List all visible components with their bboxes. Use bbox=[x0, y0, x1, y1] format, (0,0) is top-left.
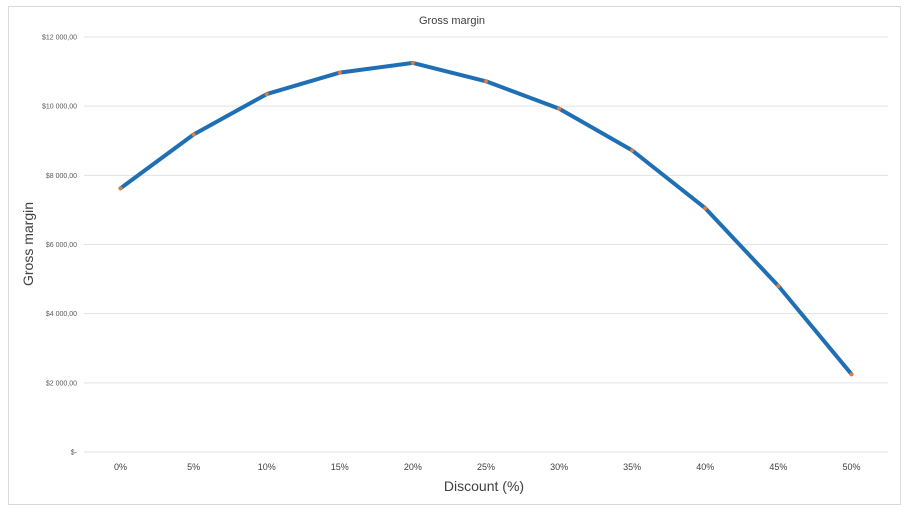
data-point bbox=[484, 79, 488, 84]
x-tick-label: 50% bbox=[842, 462, 860, 472]
y-axis-ticks: $- $2 000,00 $4 000,00 $6 000,00 $8 000,00 $1… bbox=[42, 35, 78, 457]
data-point bbox=[410, 60, 415, 65]
gridlines bbox=[84, 36, 888, 453]
y-tick-label: $10 000,00 bbox=[42, 104, 77, 111]
data-point bbox=[557, 106, 562, 111]
data-point bbox=[849, 372, 854, 377]
y-tick-label: $6 000,00 bbox=[46, 242, 77, 249]
x-tick-label: 30% bbox=[550, 462, 568, 472]
y-axis-label: Gross margin bbox=[20, 202, 36, 286]
data-point bbox=[703, 206, 708, 211]
chart-title: Gross margin bbox=[419, 15, 485, 27]
y-tick-label: $- bbox=[71, 450, 78, 457]
x-tick-label: 0% bbox=[114, 462, 127, 472]
data-point bbox=[118, 186, 123, 191]
x-axis-ticks: 0% 5% 10% 15% 20% 25% 30% 35% 40% 45% 50% bbox=[114, 462, 860, 472]
y-tick-label: $12 000,00 bbox=[42, 35, 77, 42]
y-tick-label: $8 000,00 bbox=[46, 173, 77, 180]
y-tick-label: $4 000,00 bbox=[46, 311, 77, 318]
x-tick-label: 25% bbox=[477, 462, 495, 472]
x-tick-label: 40% bbox=[696, 462, 714, 472]
data-point bbox=[191, 132, 196, 137]
data-point bbox=[337, 70, 342, 75]
data-point bbox=[264, 92, 269, 97]
x-tick-label: 5% bbox=[187, 462, 200, 472]
series-line bbox=[118, 60, 854, 377]
y-tick-label: $2 000,00 bbox=[46, 380, 77, 387]
x-tick-label: 10% bbox=[258, 462, 276, 472]
data-point bbox=[630, 148, 635, 153]
series-layer bbox=[118, 60, 854, 377]
x-tick-label: 35% bbox=[623, 462, 641, 472]
x-tick-label: 45% bbox=[769, 462, 787, 472]
x-axis-label: Discount (%) bbox=[444, 478, 524, 494]
x-tick-label: 20% bbox=[404, 462, 422, 472]
x-tick-label: 15% bbox=[331, 462, 349, 472]
data-point bbox=[776, 284, 781, 288]
